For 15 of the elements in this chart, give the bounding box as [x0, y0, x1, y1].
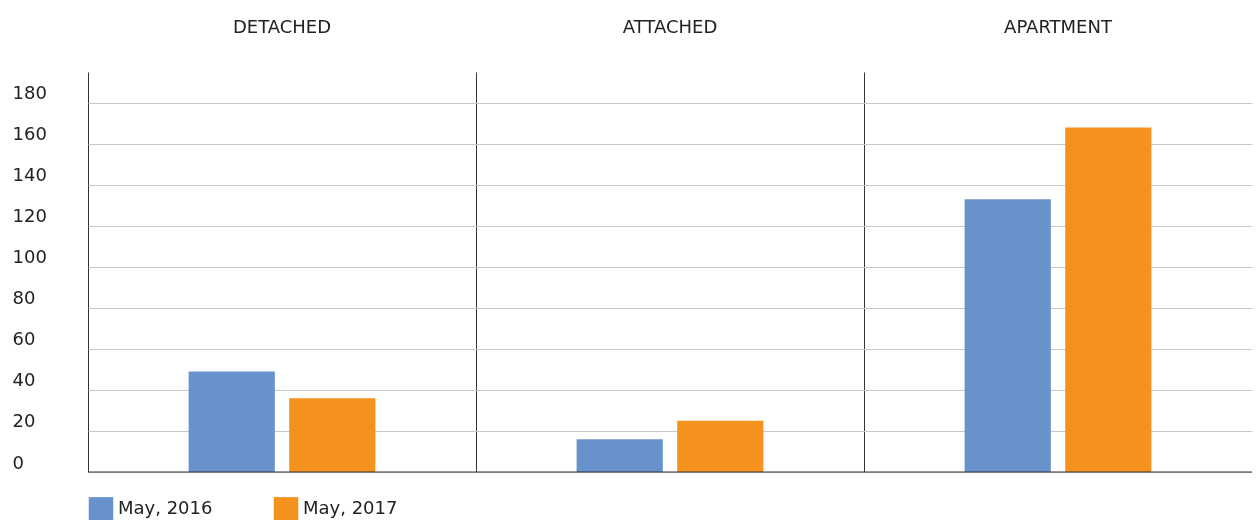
legend-label: May, 2016: [118, 497, 213, 519]
y-tick-label: 180: [12, 82, 47, 104]
x-tick-label: DETACHED: [232, 15, 332, 37]
legend-label: May, 2017: [303, 497, 398, 519]
y-tick-label: 120: [12, 205, 47, 227]
y-tick-label: 140: [12, 164, 47, 186]
y-tick-label: 100: [12, 246, 47, 268]
x-tick-label: APARTMENT: [1004, 15, 1113, 37]
y-tick-label: 20: [12, 410, 36, 432]
y-tick-label: 40: [12, 369, 36, 391]
y-tick-label: 80: [12, 287, 36, 309]
x-tick-label: ATTACHED: [622, 15, 718, 37]
y-tick-label: 160: [12, 123, 47, 145]
y-tick-label: 60: [12, 328, 36, 350]
y-tick-label: 0: [12, 451, 24, 473]
